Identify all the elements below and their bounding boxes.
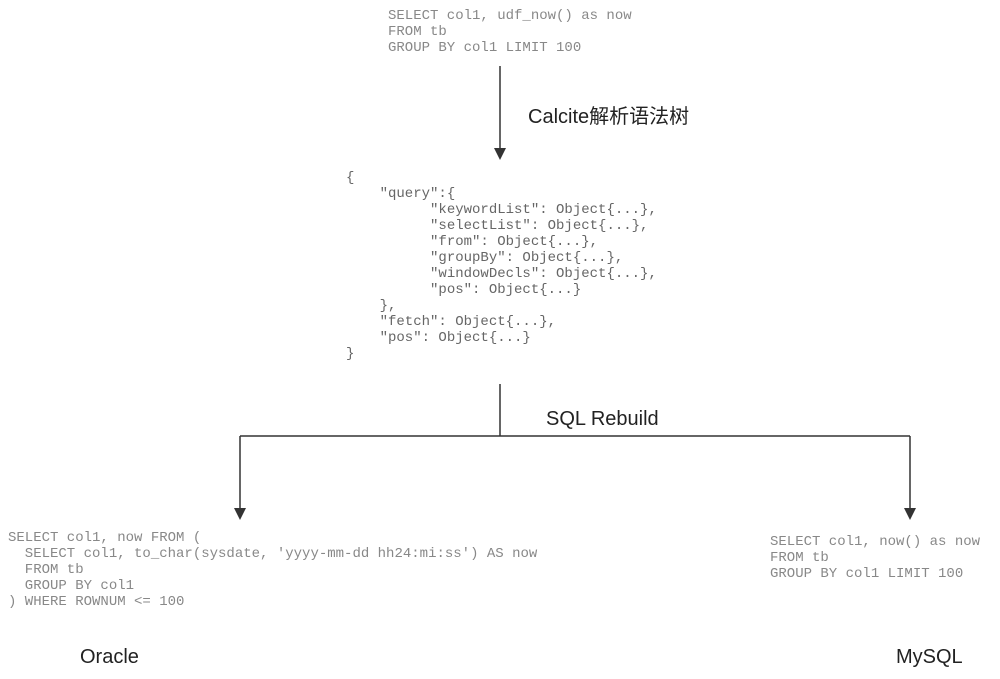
input-sql: SELECT col1, udf_now() as now FROM tb GR… [388, 8, 632, 56]
json-tree: { "query":{ "keywordList": Object{...}, … [346, 170, 657, 362]
oracle-sql: SELECT col1, now FROM ( SELECT col1, to_… [8, 530, 537, 610]
calcite-label: Calcite解析语法树 [528, 100, 689, 129]
mysql-label: MySQL [896, 646, 963, 669]
sqlrebuild-label: SQL Rebuild [546, 408, 659, 431]
oracle-label: Oracle [80, 646, 139, 669]
mysql-sql: SELECT col1, now() as now FROM tb GROUP … [770, 534, 980, 582]
